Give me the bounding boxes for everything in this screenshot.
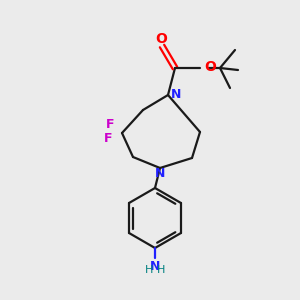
- Text: H: H: [157, 265, 165, 275]
- Text: N: N: [171, 88, 181, 101]
- Text: O: O: [155, 32, 167, 46]
- Text: H: H: [145, 265, 153, 275]
- Text: F: F: [106, 118, 114, 131]
- Text: O: O: [204, 60, 216, 74]
- Text: F: F: [104, 131, 112, 145]
- Text: N: N: [150, 260, 160, 272]
- Text: N: N: [155, 167, 165, 180]
